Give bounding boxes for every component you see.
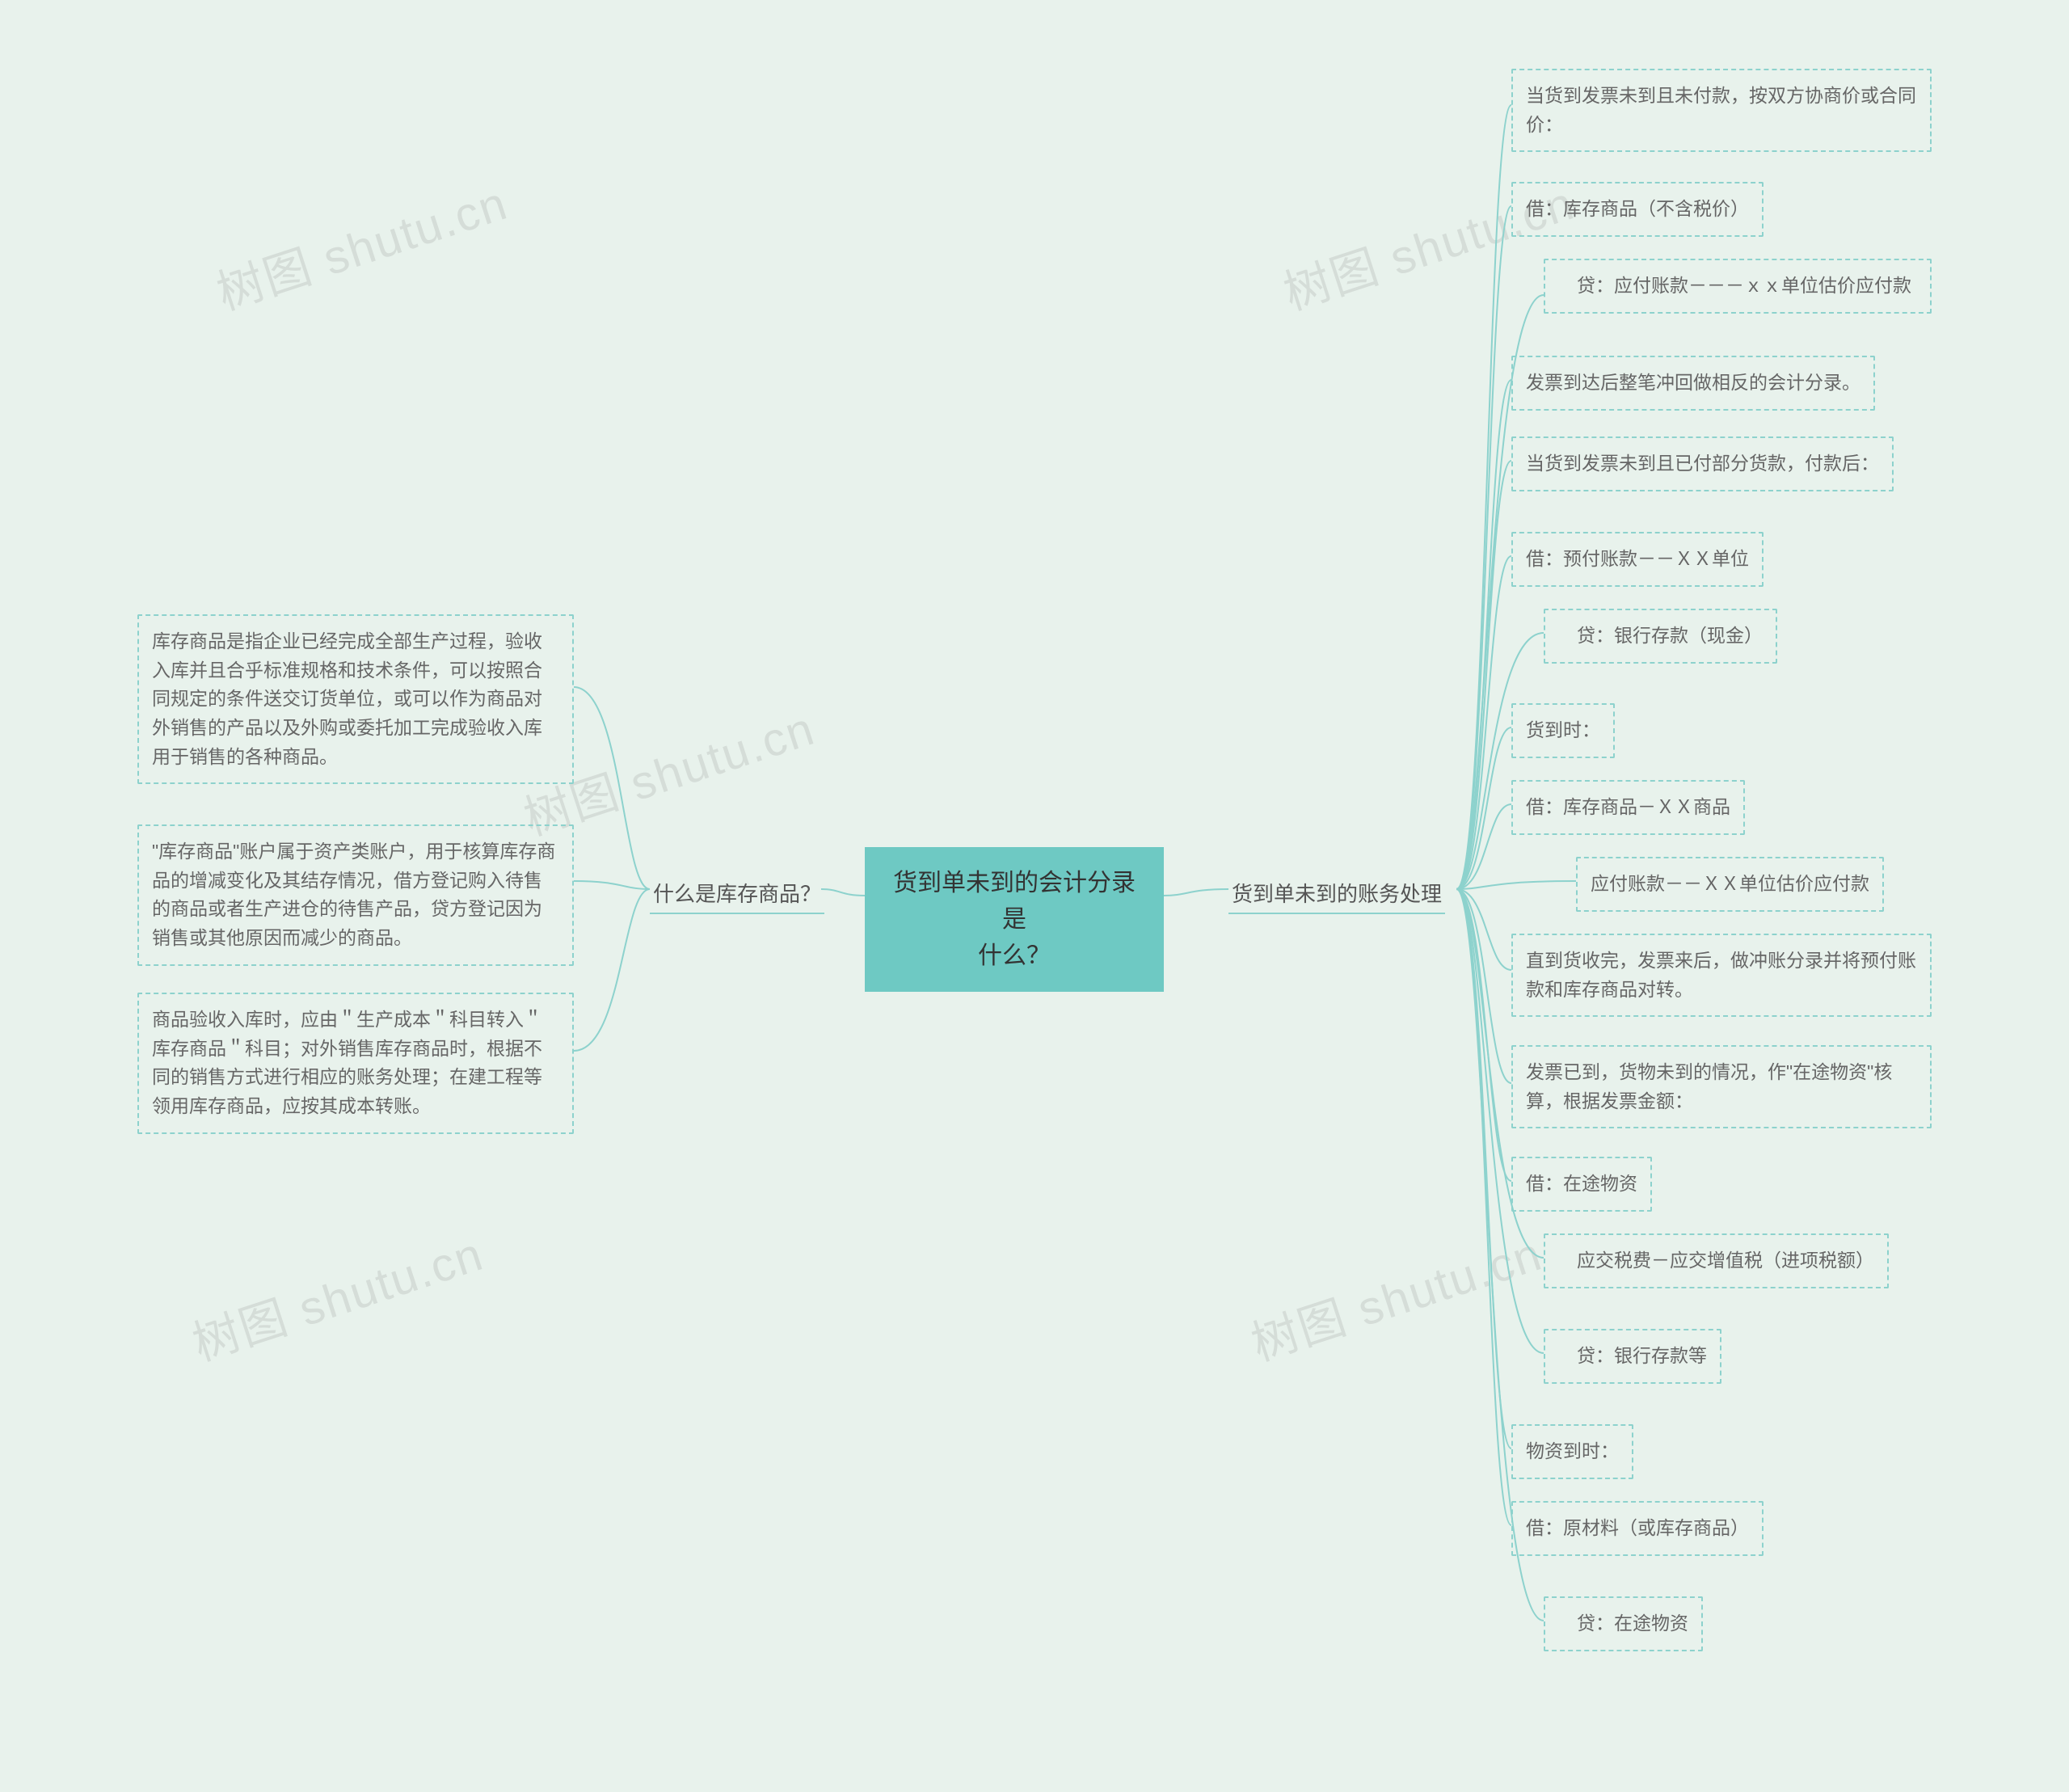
watermark: 树图 shutu.cn xyxy=(1241,1216,1549,1373)
right-leaf: 贷：应付账款－－－ｘｘ单位估价应付款 xyxy=(1544,259,1932,314)
left-branch: 什么是库存商品？ xyxy=(650,873,824,913)
right-leaf: 借：库存商品－ＸＸ商品 xyxy=(1511,780,1745,835)
right-leaf: 发票到达后整笔冲回做相反的会计分录。 xyxy=(1511,356,1875,411)
root-node: 货到单未到的会计分录是 什么？ xyxy=(865,847,1164,992)
right-leaf: 货到时： xyxy=(1511,703,1615,758)
right-leaf: 借：原材料（或库存商品） xyxy=(1511,1501,1763,1556)
root-line2: 什么？ xyxy=(978,942,1051,969)
right-leaf: 当货到发票未到且未付款，按双方协商价或合同价： xyxy=(1511,69,1932,152)
right-leaf: 直到货收完，发票来后，做冲账分录并将预付账款和库存商品对转。 xyxy=(1511,934,1932,1017)
watermark: 树图 shutu.cn xyxy=(207,165,515,323)
left-leaf: 商品验收入库时，应由＂生产成本＂科目转入＂库存商品＂科目；对外销售库存商品时，根… xyxy=(137,993,574,1134)
right-branch: 货到单未到的账务处理 xyxy=(1228,873,1445,913)
right-leaf: 应交税费－应交增值税（进项税额） xyxy=(1544,1233,1889,1288)
right-leaf: 借：在途物资 xyxy=(1511,1157,1652,1212)
right-leaf: 发票已到，货物未到的情况，作"在途物资"核算，根据发票金额： xyxy=(1511,1045,1932,1128)
right-leaf: 贷：在途物资 xyxy=(1544,1596,1703,1651)
root-line1: 货到单未到的会计分录是 xyxy=(893,870,1136,933)
right-leaf: 应付账款－－ＸＸ单位估价应付款 xyxy=(1576,857,1884,912)
right-leaf: 物资到时： xyxy=(1511,1424,1633,1479)
right-leaf: 借：预付账款－－ＸＸ单位 xyxy=(1511,532,1763,587)
right-leaf: 贷：银行存款等 xyxy=(1544,1329,1721,1384)
right-leaf: 借：库存商品（不含税价） xyxy=(1511,182,1763,237)
watermark: 树图 shutu.cn xyxy=(183,1216,491,1373)
right-leaf: 贷：银行存款（现金） xyxy=(1544,609,1777,664)
left-leaf: 库存商品是指企业已经完成全部生产过程，验收入库并且合乎标准规格和技术条件，可以按… xyxy=(137,614,574,784)
left-leaf: "库存商品"账户属于资产类账户，用于核算库存商品的增减变化及其结存情况，借方登记… xyxy=(137,824,574,966)
right-leaf: 当货到发票未到且已付部分货款，付款后： xyxy=(1511,436,1894,491)
